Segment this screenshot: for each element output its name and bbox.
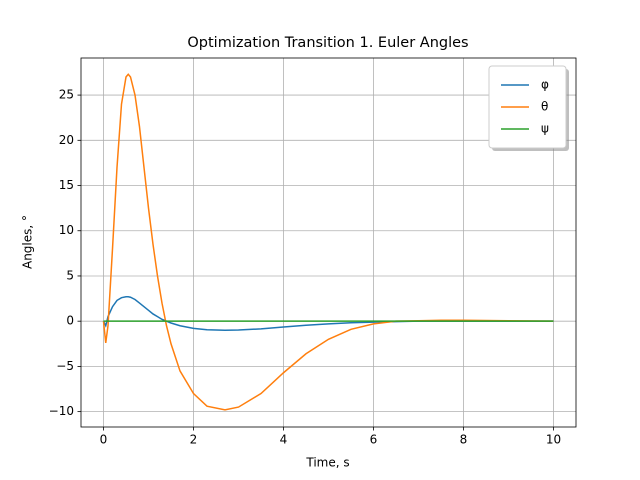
y-tick-label: −10: [49, 404, 74, 418]
y-tick-label: 20: [59, 133, 74, 147]
legend-label: ψ: [541, 122, 549, 136]
series-line: [102, 296, 554, 331]
x-tick-label: 8: [460, 433, 468, 447]
x-tick-label: 0: [100, 433, 108, 447]
x-tick-label: 4: [280, 433, 288, 447]
chart-title: Optimization Transition 1. Euler Angles: [187, 35, 468, 51]
plot-frame: [80, 57, 577, 428]
legend-label: φ: [541, 78, 549, 92]
plot-lines: [102, 73, 554, 411]
y-tick-label: 5: [66, 268, 74, 282]
x-tick-label: 6: [370, 433, 378, 447]
series-line: [102, 73, 554, 411]
y-tick-label: 10: [59, 223, 74, 237]
y-tick-label: 25: [59, 88, 74, 102]
legend: φθψ: [488, 65, 569, 151]
y-axis-label: Angles, °: [21, 215, 35, 269]
x-tick-label: 2: [190, 433, 198, 447]
y-tick-label: 0: [66, 314, 74, 328]
x-axis-label: Time, s: [305, 456, 349, 470]
x-tick-label: 10: [546, 433, 561, 447]
y-tick-label: 15: [59, 178, 74, 192]
legend-label: θ: [541, 100, 548, 114]
y-tick-label: −5: [56, 359, 74, 373]
